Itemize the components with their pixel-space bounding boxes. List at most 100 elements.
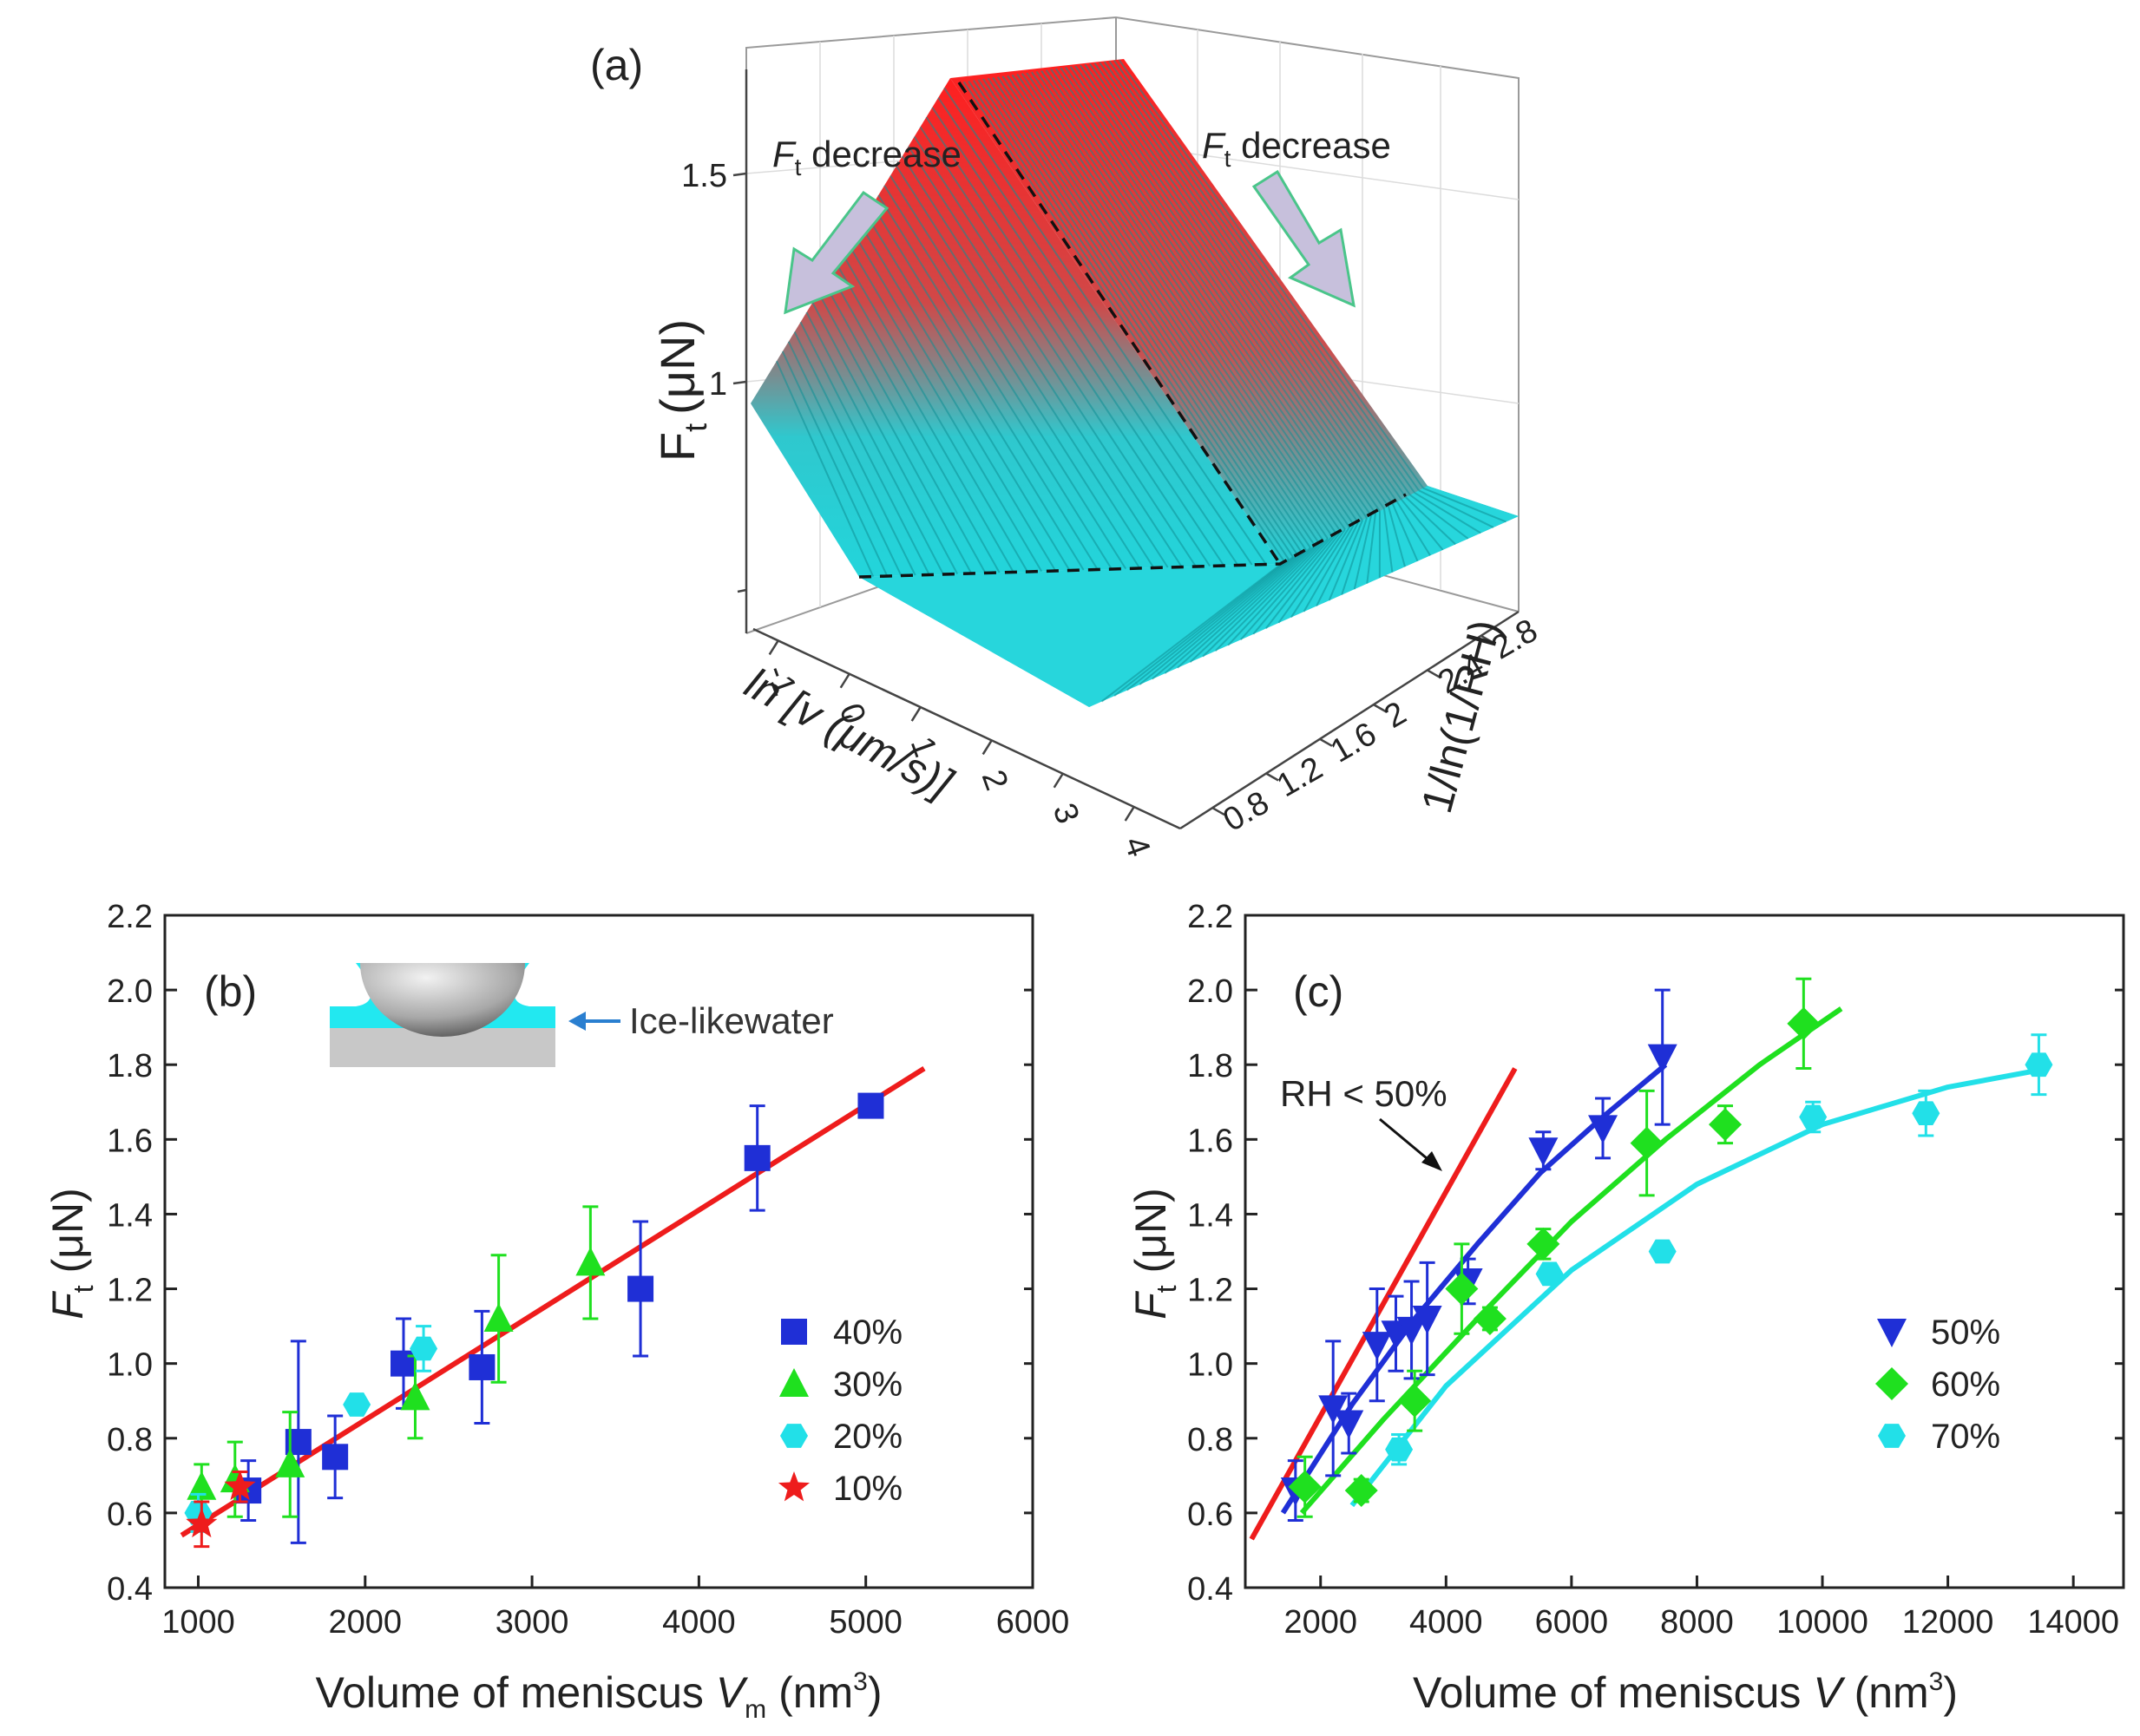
surface-stripe (1383, 508, 1394, 573)
data-point (410, 1336, 438, 1361)
surface-stripe (1392, 503, 1419, 562)
x-axis-tick (981, 739, 993, 756)
surface-stripe (1108, 60, 1415, 494)
surface-stripe (901, 155, 1169, 568)
arrow-left-icon (784, 190, 889, 315)
surface-stripe (982, 78, 1303, 554)
data-point (400, 1381, 430, 1411)
legend-label: 10% (833, 1470, 903, 1508)
data-point (469, 1353, 496, 1380)
surface-stripe (871, 204, 1099, 571)
y-axis (1179, 610, 1520, 830)
x-tick-label: 2 (975, 765, 1015, 795)
rh-annotation-arrowhead (1421, 1151, 1442, 1171)
surface-stripe (919, 126, 1211, 567)
legend-label: 40% (833, 1313, 903, 1352)
y-tick-label: 1.6 (1324, 716, 1382, 770)
data-point (1526, 1227, 1560, 1261)
y-tick-label: 2.2 (1187, 899, 1233, 935)
surface-stripe (987, 77, 1307, 551)
surface-stripe (937, 96, 1253, 566)
y-axis-tick (1480, 634, 1494, 644)
surface-stripe (1303, 524, 1355, 613)
data-point (391, 1350, 417, 1377)
y-tick-label: 0.6 (1187, 1497, 1233, 1533)
surface-stripe (1079, 64, 1389, 508)
legend-label: 50% (1931, 1313, 2000, 1352)
surface-stripe (1388, 506, 1406, 567)
plot-c-ylabel: Ft (μN) (1126, 1188, 1182, 1320)
data-point (744, 1144, 771, 1171)
z-tick-label: 1 (709, 366, 727, 403)
data-point (1334, 1410, 1364, 1439)
surface-stripe (1045, 69, 1359, 523)
legend-marker (778, 1471, 811, 1502)
ridge-lines (858, 82, 1407, 579)
y-tick-label: 1.6 (1187, 1123, 1233, 1159)
data-point (1473, 1302, 1507, 1335)
y-tick-label: 1.0 (1187, 1347, 1233, 1384)
surface-stripe (811, 302, 959, 574)
z-axis (732, 69, 748, 633)
plot-b-ylabel: Ft (μN) (43, 1188, 99, 1320)
x-tick-label: 2000 (1283, 1604, 1357, 1641)
surface-stripe (1100, 560, 1285, 703)
surface-stripe (1422, 487, 1507, 523)
surface-stripe (1126, 556, 1294, 691)
data-point (1912, 1101, 1940, 1126)
surface-stripe (836, 263, 1014, 573)
panel-a-label: (a) (590, 41, 643, 89)
y-tick-label: 0.8 (1187, 1422, 1233, 1458)
legend-label: 20% (833, 1418, 903, 1456)
y-tick-label: 1.2 (1187, 1273, 1233, 1309)
panel-b-label: (b) (204, 967, 257, 1016)
y-tick-label: 0.4 (107, 1571, 153, 1608)
surface-stripe (859, 224, 1071, 572)
surface-stripe (1239, 535, 1333, 641)
data-point (1398, 1384, 1432, 1418)
legend-label: 30% (833, 1366, 903, 1404)
surface-stripe (913, 135, 1197, 567)
legend-marker (779, 1368, 809, 1397)
data-point (2025, 1052, 2053, 1078)
surface-stripe (1414, 492, 1481, 534)
legend-c: 50% 60% 70% (1875, 1313, 2000, 1456)
surface-stripe (1021, 73, 1337, 535)
surface-stripe (1084, 63, 1394, 505)
surface-stripes (775, 59, 1507, 703)
x-tick-label: 5000 (829, 1604, 903, 1641)
svg-text:Ft (μN): Ft (μN) (43, 1188, 99, 1320)
surface-stripe (1093, 62, 1402, 501)
x-tick-label: 3000 (496, 1604, 569, 1641)
surface-stripe (1396, 501, 1431, 556)
x-tick-label: 6000 (996, 1604, 1070, 1641)
surface-stripe (793, 331, 916, 576)
surface-stripe (931, 107, 1239, 567)
y-axis-tick (1427, 669, 1441, 678)
surface-stripe (1113, 558, 1290, 697)
legend-marker (1878, 1424, 1906, 1448)
surface-stripe (1035, 70, 1350, 528)
surface-stripe (1202, 542, 1320, 658)
plot-c-data (1280, 977, 2053, 1522)
surface-stripe (992, 76, 1311, 549)
data-point (1708, 1108, 1742, 1142)
surface-stripe (1177, 547, 1311, 669)
surface-stripe (977, 79, 1298, 555)
plot-b-fit (180, 1065, 926, 1538)
surface-stripe (1252, 533, 1337, 635)
surface-stripe (1089, 62, 1398, 503)
annotation-right: Ft decrease (1202, 125, 1391, 172)
surface-stripe (1069, 66, 1381, 512)
legend-marker (780, 1424, 808, 1448)
data-point (857, 1092, 884, 1119)
data-point (275, 1448, 305, 1477)
surface-stripe (805, 311, 944, 575)
surface-stripe (1409, 494, 1469, 540)
panel-a: 1.5 1 Ft(μN) Ft decrease Ft decrease (a)… (590, 16, 1544, 861)
legend-label: 60% (1931, 1366, 2000, 1404)
svg-text:Ft(μN): Ft(μN) (650, 319, 713, 462)
surface-stripe (1060, 67, 1372, 516)
surface-stripe (1026, 72, 1342, 533)
surface-stripe (787, 341, 903, 576)
